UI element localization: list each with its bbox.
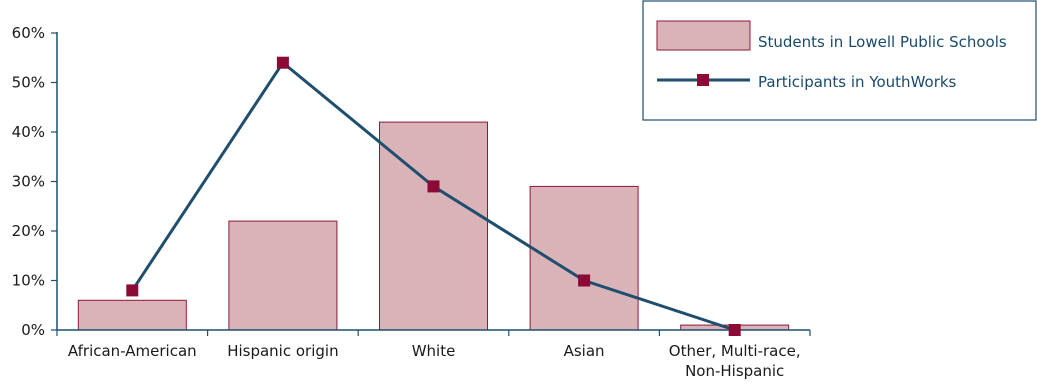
y-tick-label-0: 0% bbox=[21, 321, 45, 339]
x-tick-label-4: Other, Multi-race, Non-Hispanic bbox=[669, 342, 801, 380]
y-tick-label-4: 40% bbox=[12, 123, 45, 141]
x-tick-label-1: Hispanic origin bbox=[227, 342, 338, 360]
line-marker-2 bbox=[427, 180, 440, 193]
x-tick-label-3: Asian bbox=[564, 342, 605, 360]
line-marker-0 bbox=[126, 284, 139, 297]
y-tick-label-1: 10% bbox=[12, 272, 45, 290]
bars-layer bbox=[77, 121, 790, 331]
legend-box bbox=[642, 0, 1037, 121]
y-tick-label-3: 30% bbox=[12, 173, 45, 191]
legend-label-students: Students in Lowell Public Schools bbox=[758, 33, 1007, 51]
legend-label-participants: Participants in YouthWorks bbox=[758, 73, 957, 91]
y-tick-label-2: 20% bbox=[12, 222, 45, 240]
line-marker-4 bbox=[728, 324, 741, 336]
x-tick-label-0: African-American bbox=[68, 342, 197, 360]
y-tick-label-5: 50% bbox=[12, 74, 45, 92]
bar-2 bbox=[379, 121, 488, 331]
line-marker-1 bbox=[276, 56, 289, 69]
legend-swatch-marker bbox=[697, 74, 709, 86]
x-tick-label-2: White bbox=[412, 342, 456, 360]
y-axis-ticks: 0% 10% 20% 30% 40% 50% 60% bbox=[12, 24, 57, 339]
x-axis-ticks: African-American Hispanic origin White Asia… bbox=[56, 330, 811, 380]
y-tick-label-6: 60% bbox=[12, 24, 45, 42]
bar-1 bbox=[228, 220, 338, 331]
bar-0 bbox=[77, 299, 187, 331]
legend: Students in Lowell Public Schools Partic… bbox=[642, 0, 1037, 121]
legend-swatch-bar bbox=[656, 20, 751, 51]
line-series-layer bbox=[126, 56, 741, 336]
line-marker-3 bbox=[578, 274, 591, 287]
